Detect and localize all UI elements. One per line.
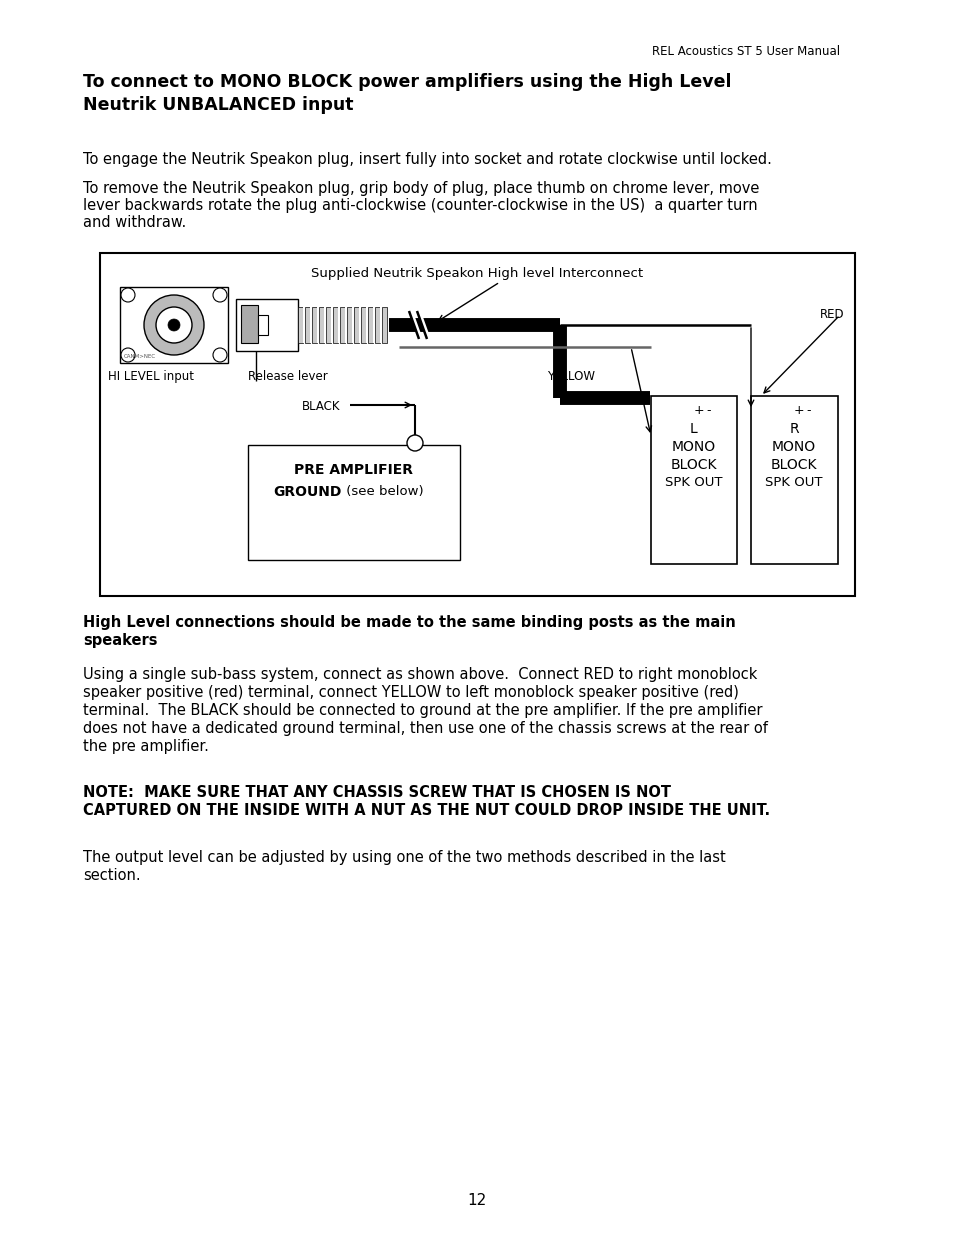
Bar: [100, 253, 854, 597]
Bar: [381, 308, 387, 343]
Bar: [305, 308, 310, 343]
Text: does not have a dedicated ground terminal, then use one of the chassis screws at: does not have a dedicated ground termina…: [83, 721, 767, 736]
Bar: [333, 308, 337, 343]
Bar: [339, 308, 345, 343]
Ellipse shape: [121, 288, 135, 303]
Text: NOTE:  MAKE SURE THAT ANY CHASSIS SCREW THAT IS CHOSEN IS NOT: NOTE: MAKE SURE THAT ANY CHASSIS SCREW T…: [83, 785, 670, 800]
Ellipse shape: [168, 319, 180, 331]
Bar: [316, 308, 318, 343]
Ellipse shape: [121, 348, 135, 362]
Bar: [368, 308, 373, 343]
Ellipse shape: [144, 295, 204, 354]
Text: terminal.  The BLACK should be connected to ground at the pre amplifier. If the : terminal. The BLACK should be connected …: [83, 703, 761, 718]
Text: MONO: MONO: [671, 440, 716, 454]
Text: SPK OUT: SPK OUT: [664, 475, 722, 489]
Ellipse shape: [213, 288, 227, 303]
Text: the pre amplifier.: the pre amplifier.: [83, 739, 209, 755]
Bar: [358, 308, 360, 343]
Text: CAPTURED ON THE INSIDE WITH A NUT AS THE NUT COULD DROP INSIDE THE UNIT.: CAPTURED ON THE INSIDE WITH A NUT AS THE…: [83, 803, 769, 818]
Text: BLOCK: BLOCK: [770, 458, 817, 472]
Bar: [352, 308, 354, 343]
Text: 12: 12: [467, 1193, 486, 1208]
Ellipse shape: [156, 308, 192, 343]
Text: HI LEVEL input: HI LEVEL input: [108, 370, 193, 383]
Text: Supplied Neutrik Speakon High level Interconnect: Supplied Neutrik Speakon High level Inte…: [311, 267, 642, 280]
Bar: [241, 305, 257, 343]
Bar: [337, 308, 339, 343]
Text: YELLOW: YELLOW: [546, 370, 595, 383]
Text: To connect to MONO BLOCK power amplifiers using the High Level: To connect to MONO BLOCK power amplifier…: [83, 73, 731, 91]
Text: and withdraw.: and withdraw.: [83, 215, 186, 230]
Bar: [650, 396, 737, 564]
Text: Release lever: Release lever: [248, 370, 328, 383]
Text: CANM>NEC: CANM>NEC: [124, 354, 156, 359]
Text: High Level connections should be made to the same binding posts as the main: High Level connections should be made to…: [83, 615, 735, 630]
Bar: [347, 308, 352, 343]
Text: MONO: MONO: [771, 440, 815, 454]
Text: R: R: [788, 422, 798, 436]
Bar: [379, 308, 381, 343]
Text: speakers: speakers: [83, 634, 157, 648]
Text: The output level can be adjusted by using one of the two methods described in th: The output level can be adjusted by usin…: [83, 850, 725, 864]
Bar: [235, 299, 297, 351]
Bar: [324, 308, 326, 343]
Text: -: -: [705, 404, 710, 417]
Text: To engage the Neutrik Speakon plug, insert fully into socket and rotate clockwis: To engage the Neutrik Speakon plug, inse…: [83, 152, 771, 167]
Text: +: +: [793, 404, 803, 417]
Bar: [310, 308, 312, 343]
Text: SPK OUT: SPK OUT: [764, 475, 821, 489]
Bar: [360, 308, 366, 343]
Bar: [750, 396, 837, 564]
Text: PRE AMPLIFIER: PRE AMPLIFIER: [294, 463, 413, 477]
Text: REL Acoustics ST 5 User Manual: REL Acoustics ST 5 User Manual: [651, 44, 840, 58]
Bar: [366, 308, 368, 343]
Text: RED: RED: [820, 308, 844, 321]
Text: Using a single sub-bass system, connect as shown above.  Connect RED to right mo: Using a single sub-bass system, connect …: [83, 667, 757, 682]
Bar: [345, 308, 347, 343]
Bar: [303, 308, 305, 343]
Text: section.: section.: [83, 868, 140, 883]
Bar: [257, 315, 268, 335]
Bar: [331, 308, 333, 343]
Text: BLOCK: BLOCK: [670, 458, 717, 472]
Text: L: L: [689, 422, 698, 436]
Ellipse shape: [407, 435, 422, 451]
Text: lever backwards rotate the plug anti-clockwise (counter-clockwise in the US)  a : lever backwards rotate the plug anti-clo…: [83, 198, 757, 212]
Bar: [312, 308, 316, 343]
Bar: [326, 308, 331, 343]
Ellipse shape: [213, 348, 227, 362]
Bar: [120, 287, 228, 363]
Bar: [375, 308, 379, 343]
Text: Neutrik UNBALANCED input: Neutrik UNBALANCED input: [83, 96, 354, 114]
Text: GROUND: GROUND: [274, 485, 341, 499]
Bar: [248, 445, 459, 559]
Bar: [318, 308, 324, 343]
Bar: [297, 308, 303, 343]
Text: (see below): (see below): [341, 485, 423, 498]
Text: BLACK: BLACK: [301, 400, 339, 412]
Bar: [354, 308, 358, 343]
Bar: [373, 308, 375, 343]
Text: -: -: [805, 404, 810, 417]
Text: To remove the Neutrik Speakon plug, grip body of plug, place thumb on chrome lev: To remove the Neutrik Speakon plug, grip…: [83, 182, 759, 196]
Text: +: +: [693, 404, 704, 417]
Text: speaker positive (red) terminal, connect YELLOW to left monoblock speaker positi: speaker positive (red) terminal, connect…: [83, 685, 739, 700]
